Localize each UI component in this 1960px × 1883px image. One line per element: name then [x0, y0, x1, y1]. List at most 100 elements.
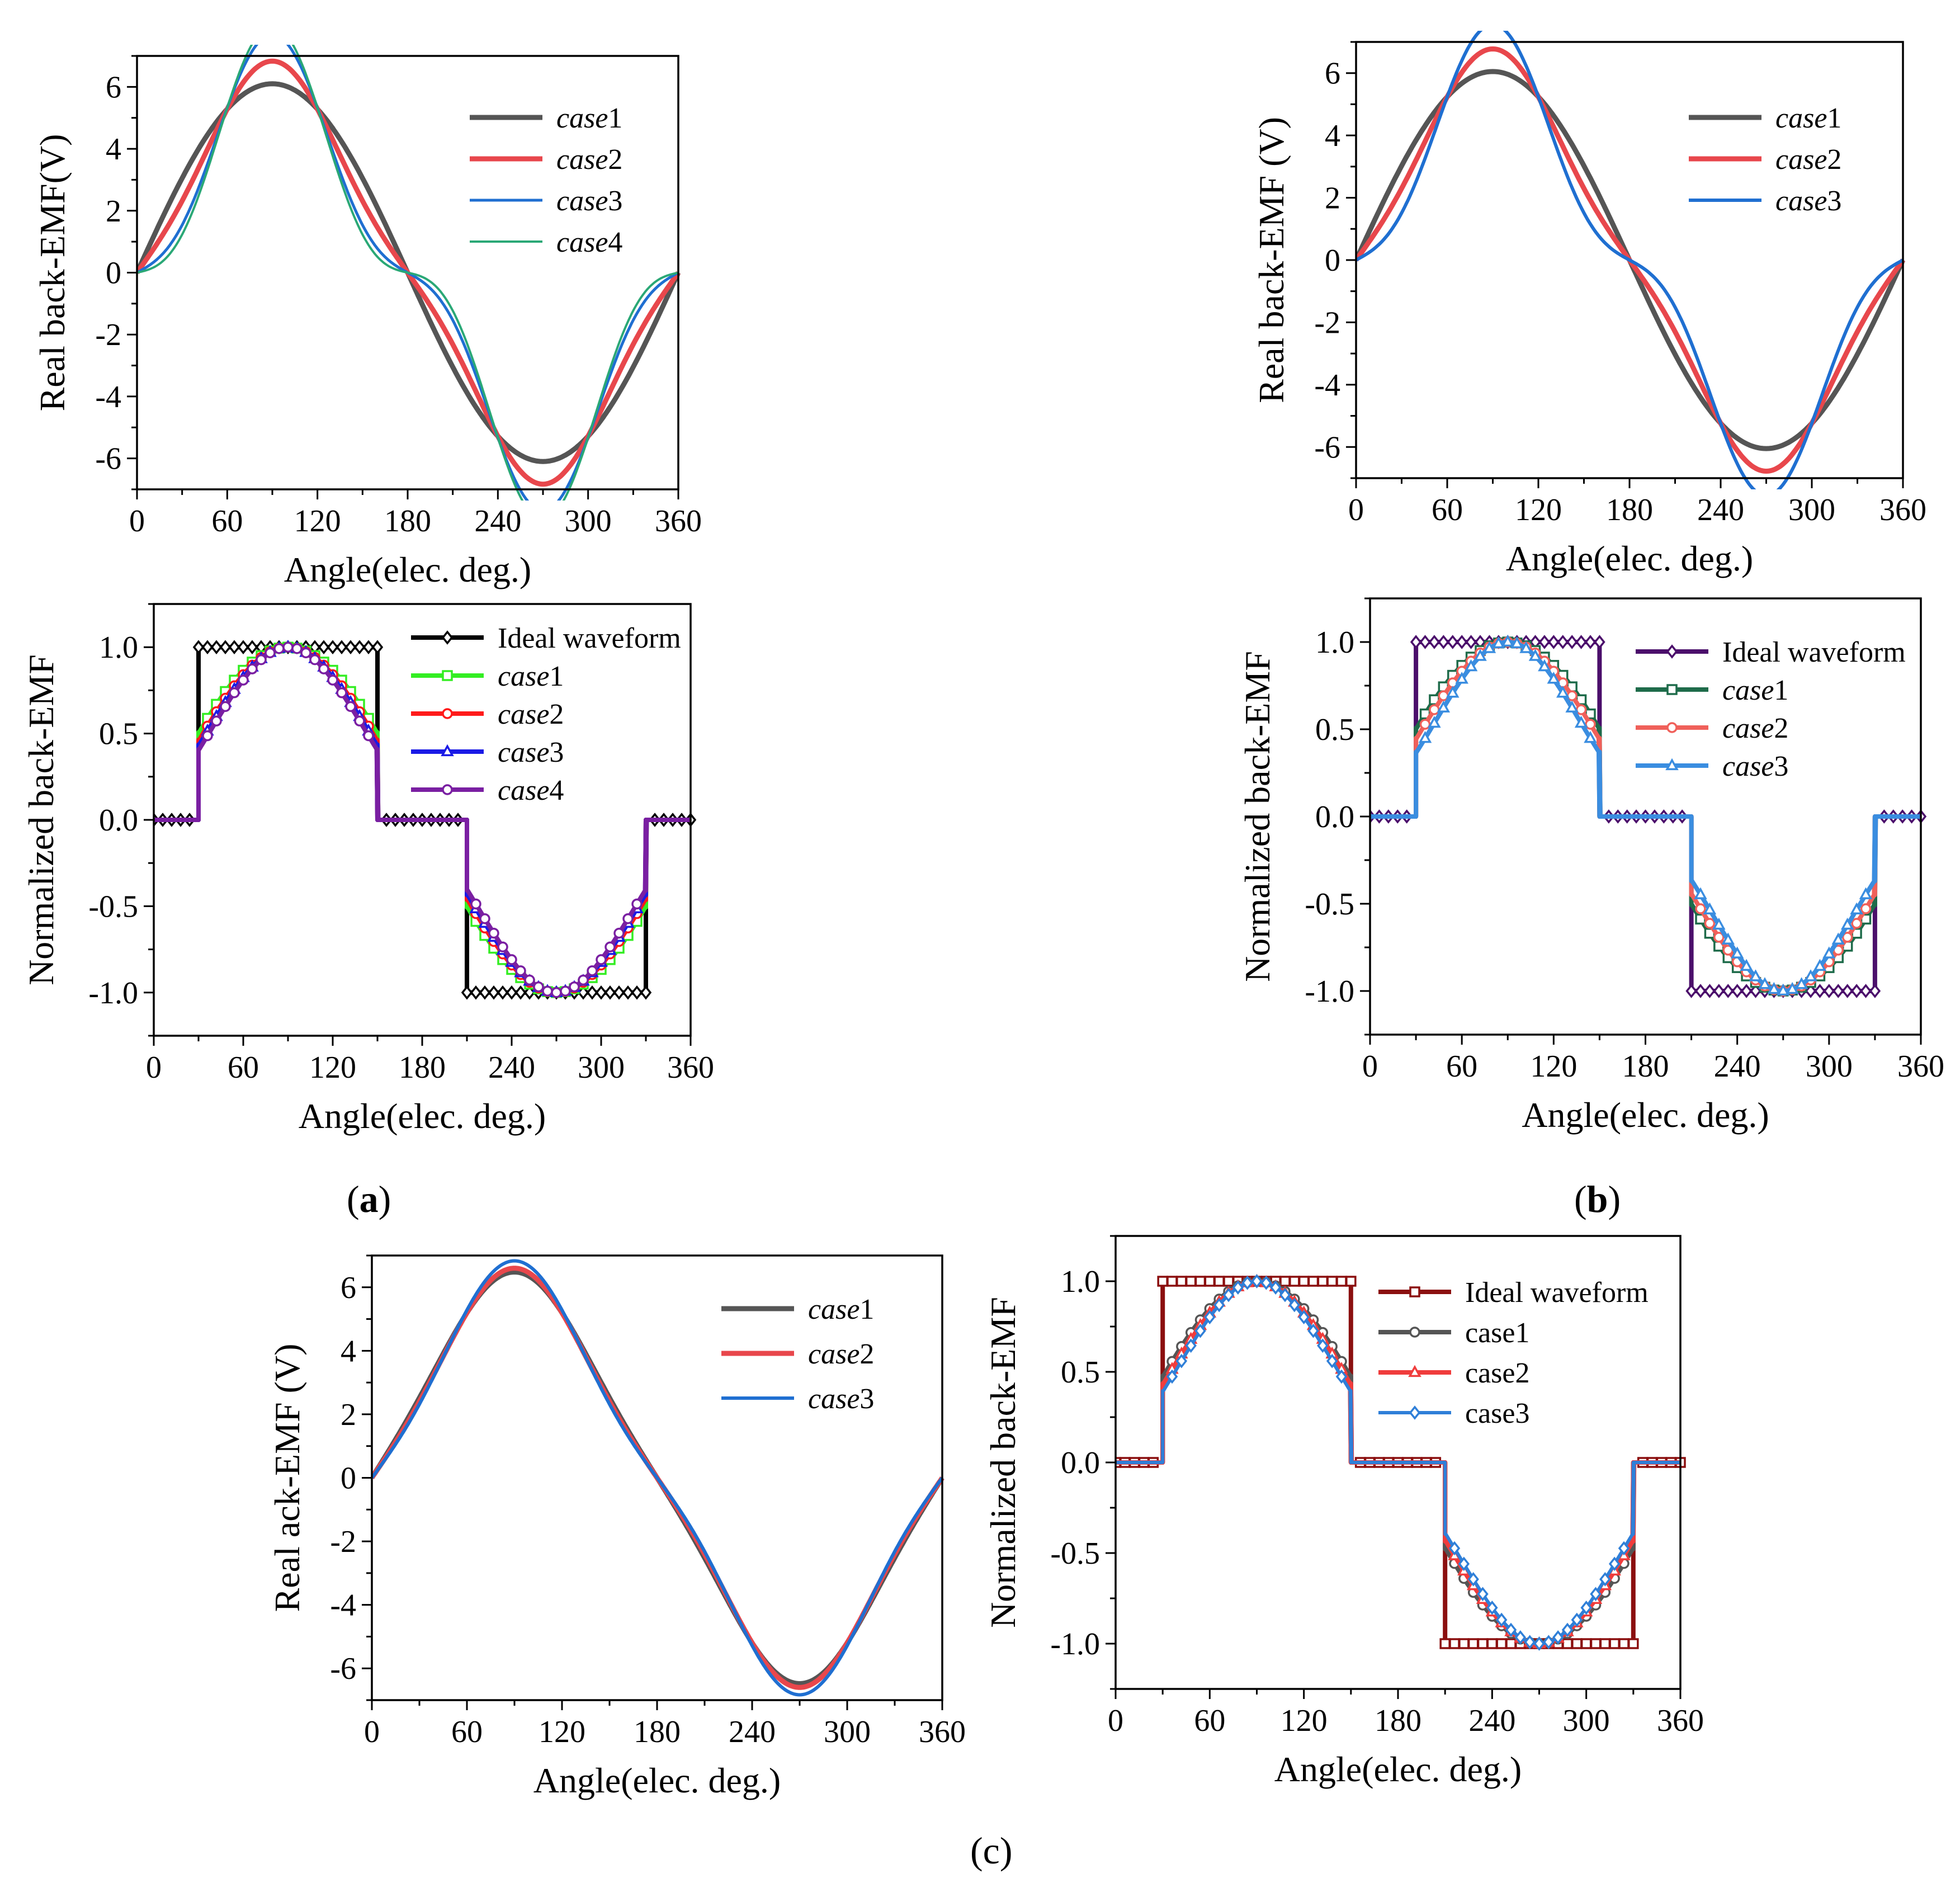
- diamond-marker: [1608, 1556, 1621, 1571]
- circle-marker: [1419, 719, 1431, 730]
- square-marker: [1157, 1276, 1168, 1287]
- triangle-marker: [1859, 887, 1873, 899]
- diamond-marker: [1731, 984, 1743, 998]
- legend: Ideal waveform case1 case2 case3: [1378, 1277, 1649, 1429]
- series-line-case4: [154, 645, 692, 995]
- circle-marker: [1409, 1327, 1420, 1338]
- diamond-marker: [1456, 635, 1468, 649]
- circle-marker: [1841, 932, 1853, 943]
- diamond-marker: [327, 640, 339, 655]
- y-axis-title: Normalized back-EMF: [983, 1297, 1023, 1628]
- square-marker: [1345, 1276, 1357, 1287]
- diamond-marker: [523, 985, 536, 1000]
- y-tick-label: 6: [341, 1271, 356, 1305]
- triangle-marker: [1730, 946, 1744, 959]
- circle-marker: [318, 663, 329, 674]
- legend-label: case2: [498, 699, 564, 730]
- circle-marker: [291, 643, 303, 654]
- x-tick-label: 0: [1108, 1703, 1123, 1738]
- x-tick-label: 300: [1563, 1703, 1610, 1738]
- square-marker: [442, 670, 453, 681]
- circle-marker: [1666, 722, 1678, 733]
- axis-ticks: [1106, 1235, 1682, 1699]
- diamond-marker: [344, 640, 357, 655]
- y-tick-label: -6: [1314, 430, 1340, 465]
- square-marker: [1307, 1276, 1319, 1287]
- x-tick-label: 60: [1432, 493, 1463, 527]
- y-tick-label: -0.5: [1305, 887, 1354, 922]
- diamond-marker: [246, 640, 258, 655]
- y-tick-label: 0.5: [99, 717, 138, 752]
- legend-label: case2: [1722, 712, 1788, 744]
- y-tick-label: 0.0: [1315, 800, 1354, 834]
- legend-label: case1: [808, 1294, 874, 1325]
- diamond-marker: [1222, 1287, 1235, 1302]
- y-tick-label: 4: [1325, 119, 1340, 153]
- y-tick-label: -2: [330, 1525, 356, 1559]
- x-tick-label: 60: [1446, 1049, 1477, 1084]
- diamond-marker: [1694, 984, 1707, 998]
- diamond-marker: [1575, 635, 1587, 649]
- x-tick-label: 180: [399, 1050, 446, 1085]
- triangle-marker: [1794, 977, 1808, 989]
- diamond-marker: [1580, 1601, 1592, 1615]
- diamond-marker: [1288, 1297, 1301, 1313]
- square-marker: [1213, 1276, 1225, 1287]
- triangle-marker: [1482, 641, 1496, 653]
- square-marker: [1176, 1276, 1187, 1287]
- diamond-marker: [1869, 984, 1881, 998]
- x-tick-label: 120: [1515, 493, 1562, 527]
- panel-label-c: (c): [970, 1829, 1013, 1872]
- circle-marker: [515, 965, 526, 976]
- series-line-case4: [137, 45, 679, 501]
- circle-marker: [1575, 704, 1587, 715]
- circle-marker: [1713, 932, 1725, 943]
- y-tick-label: 0.0: [99, 803, 138, 838]
- diamond-marker: [1584, 635, 1597, 649]
- y-tick-label: -4: [330, 1588, 356, 1623]
- diamond-marker: [1850, 984, 1863, 998]
- circle-marker: [354, 715, 365, 726]
- diamond-marker: [1590, 1587, 1602, 1602]
- square-marker: [1628, 1638, 1639, 1649]
- diamond-marker: [461, 985, 473, 1000]
- y-tick-label: -4: [95, 380, 121, 414]
- diamond-marker: [1486, 1601, 1498, 1615]
- x-tick-label: 360: [1897, 1049, 1944, 1084]
- circle-marker: [282, 641, 294, 653]
- triangle-marker: [1831, 932, 1845, 945]
- chart-c-real-back-emf: 0 60 120 180 240 300 360 -6 -4 -2 0 2 4 6 Angle(elec. …: [267, 1254, 966, 1800]
- axis-ticks: [127, 55, 679, 499]
- x-tick-label: 240: [1714, 1049, 1761, 1084]
- triangle-marker: [1703, 902, 1717, 914]
- legend-label: case3: [1775, 185, 1841, 217]
- diamond-marker: [201, 640, 214, 655]
- triangle-marker: [1721, 932, 1735, 945]
- diamond-marker: [506, 985, 518, 1000]
- triangle-marker: [1840, 917, 1854, 930]
- diamond-marker: [1524, 1635, 1536, 1649]
- square-marker: [1298, 1276, 1310, 1287]
- square-marker: [1609, 1638, 1620, 1649]
- circle-marker: [631, 898, 643, 910]
- diamond-marker: [1566, 635, 1578, 649]
- diamond-marker: [1704, 984, 1716, 998]
- diamond-marker: [1428, 635, 1441, 649]
- x-axis-title: Angle(elec. deg.): [1522, 1095, 1769, 1135]
- diamond-marker: [1335, 1369, 1348, 1384]
- diamond-marker: [586, 985, 598, 1000]
- diamond-marker: [353, 640, 366, 655]
- diamond-marker: [613, 985, 625, 1000]
- x-tick-label: 120: [539, 1715, 585, 1749]
- diamond-marker: [1713, 984, 1725, 998]
- series-markers-case4: [202, 641, 643, 998]
- x-tick-label: 60: [211, 504, 243, 539]
- diamond-marker: [1477, 1587, 1489, 1602]
- circle-marker: [578, 974, 589, 986]
- square-marker: [1666, 684, 1678, 695]
- diamond-marker: [1860, 984, 1872, 998]
- x-axis-title: Angle(elec. deg.): [533, 1761, 781, 1800]
- triangle-marker: [441, 744, 454, 757]
- diamond-marker: [1185, 1338, 1197, 1353]
- triangle-marker: [1850, 902, 1863, 914]
